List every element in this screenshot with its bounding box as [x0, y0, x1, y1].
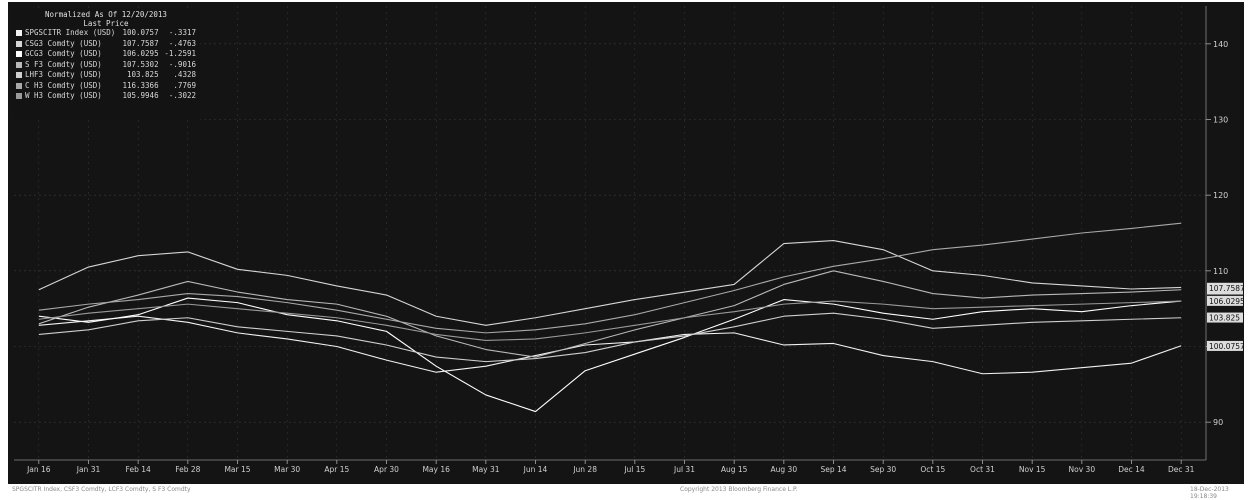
x-tick-label: May 16 — [422, 465, 450, 474]
legend-series-name: GCG3 Comdty (USD) — [25, 49, 102, 58]
legend-last-price: 107.5302 — [122, 59, 159, 69]
x-tick-label: Oct 15 — [920, 465, 945, 474]
legend-swatch — [16, 72, 22, 79]
end-value-label: 107.7587 — [1209, 284, 1244, 293]
legend-swatch — [16, 40, 22, 47]
legend-swatch — [16, 93, 22, 100]
legend-item: LHF3 Comdty (USD) 103.825 .4328 — [16, 70, 196, 81]
legend-last-price: 105.9946 — [122, 91, 159, 100]
x-axis: Jan 16 Jan 31 Feb 14 Feb 28 Mar 15 Mar 30 Apr … — [14, 459, 1206, 474]
series-line — [38, 297, 1182, 413]
end-value-label: 106.0295 — [1209, 297, 1244, 306]
footer-securities: SPGSCITR Index, CSF3 Comdty, LCF3 Comdty… — [12, 486, 191, 493]
legend-series-name: CSG3 Comdty (USD) — [25, 38, 102, 48]
y-tick-label: 90 — [1213, 418, 1223, 427]
footer-timestamp: 18-Dec-2013 19:18:39 — [1190, 486, 1229, 500]
y-tick-label: 130 — [1213, 116, 1228, 125]
y-tick-label: 120 — [1213, 191, 1228, 200]
legend-item: GCG3 Comdty (USD) 106.0295 -1.2591 — [16, 49, 196, 60]
legend-item: CSG3 Comdty (USD) 107.7587 -.4763 — [16, 39, 196, 50]
legend-item: SPGSCITR Index (USD) 100.0757 -.3317 — [16, 28, 196, 39]
series-line — [38, 312, 1182, 363]
legend-last-price: 103.825 — [126, 70, 159, 79]
series-line — [38, 300, 1182, 341]
chart-title: Normalized As Of 12/20/2013 — [45, 10, 167, 19]
legend-swatch — [16, 61, 22, 68]
legend-series-name: C H3 Comdty (USD) — [25, 80, 102, 90]
chart-subtitle: Last Price — [83, 19, 129, 28]
x-tick-label: Mar 15 — [224, 465, 250, 474]
x-tick-label: Aug 15 — [721, 465, 748, 474]
x-tick-label: Feb 14 — [126, 465, 151, 474]
x-tick-label: Dec 14 — [1118, 465, 1145, 474]
legend-series-name: SPGSCITR Index (USD) — [25, 28, 116, 37]
legend-last-price: 107.7587 — [122, 38, 159, 48]
legend-swatch — [16, 30, 22, 37]
x-tick-label: Apr 30 — [374, 465, 399, 474]
legend-rows: SPGSCITR Index (USD) 100.0757 -.3317 CSG3 C… — [16, 28, 196, 102]
legend-change: -.4763 — [168, 38, 196, 48]
series-line — [38, 315, 1182, 375]
x-tick-label: Oct 31 — [970, 465, 995, 474]
legend-last-price: 100.0757 — [122, 28, 159, 37]
legend-change: -.9016 — [168, 59, 196, 69]
legend-series-name: LHF3 Comdty (USD) — [25, 70, 102, 79]
legend-series-name: S F3 Comdty (USD) — [25, 59, 102, 69]
x-tick-label: Jan 16 — [26, 465, 51, 474]
x-tick-label: Sep 14 — [820, 465, 846, 474]
x-tick-label: Feb 28 — [175, 465, 200, 474]
plot-background — [8, 2, 1244, 484]
legend-item: C H3 Comdty (USD) 116.3366 .7769 — [16, 81, 196, 92]
x-tick-label: Jan 31 — [76, 465, 101, 474]
x-tick-label: Jul 31 — [673, 465, 695, 474]
series-line — [38, 240, 1182, 326]
x-tick-label: Mar 30 — [274, 465, 300, 474]
legend-change: .7769 — [173, 80, 196, 90]
x-tick-label: Dec 31 — [1168, 465, 1195, 474]
legend-change: .4328 — [173, 70, 196, 79]
legend-last-price: 116.3366 — [122, 80, 159, 90]
end-value-label: 100.0757 — [1209, 342, 1244, 351]
x-tick-label: Jun 28 — [572, 465, 597, 474]
end-label-box — [1207, 295, 1243, 306]
x-tick-label: Jul 15 — [623, 465, 645, 474]
legend-change: -1.2591 — [164, 49, 196, 58]
legend-swatch — [16, 82, 22, 89]
end-label-box — [1207, 312, 1243, 323]
x-tick-label: Nov 30 — [1069, 465, 1096, 474]
series-lines — [38, 222, 1182, 413]
legend-item: S F3 Comdty (USD) 107.5302 -.9016 — [16, 60, 196, 71]
end-label-box — [1207, 340, 1243, 351]
end-value-label: 103.825 — [1209, 314, 1240, 323]
legend: Normalized As Of 12/20/2013 Last Price S… — [12, 8, 200, 120]
legend-change: -.3022 — [168, 91, 196, 100]
grid — [14, 6, 1206, 460]
x-tick-label: May 31 — [472, 465, 500, 474]
series-line — [38, 270, 1182, 358]
legend-item: W H3 Comdty (USD) 105.9946 -.3022 — [16, 91, 196, 102]
footer-copyright: Copyright 2013 Bloomberg Finance L.P. — [680, 486, 798, 493]
end-label-box — [1207, 282, 1243, 293]
x-tick-label: Aug 30 — [771, 465, 798, 474]
legend-last-price: 106.0295 — [122, 49, 159, 58]
x-tick-label: Nov 15 — [1019, 465, 1046, 474]
x-tick-label: Sep 30 — [870, 465, 896, 474]
series-line — [38, 222, 1182, 334]
legend-swatch — [16, 51, 22, 58]
y-tick-label: 110 — [1213, 267, 1228, 276]
y-tick-label: 140 — [1213, 40, 1228, 49]
legend-change: -.3317 — [168, 28, 196, 37]
legend-series-name: W H3 Comdty (USD) — [25, 91, 102, 100]
x-tick-label: Apr 15 — [324, 465, 349, 474]
x-tick-label: Jun 14 — [523, 465, 548, 474]
